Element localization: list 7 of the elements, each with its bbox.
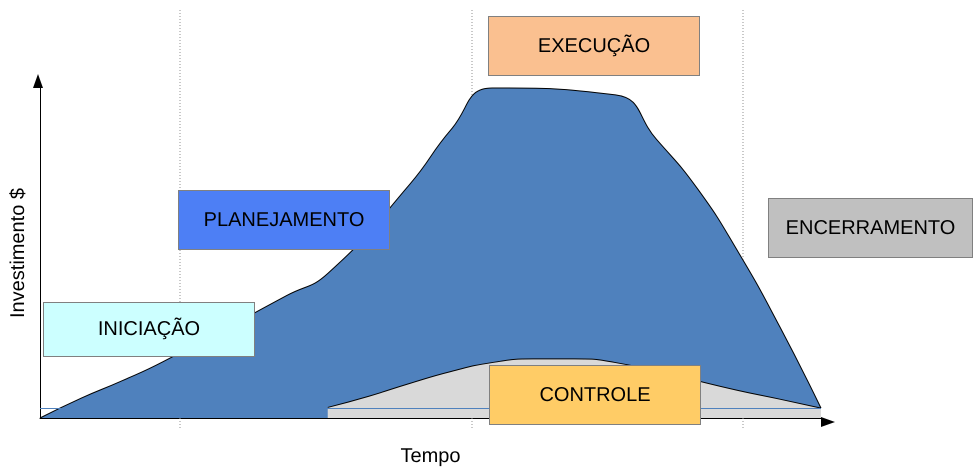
- label-box: EXECUÇÃO: [488, 16, 700, 76]
- label-box: CONTROLE: [489, 365, 701, 425]
- y-axis-title: Investimento $: [7, 188, 29, 318]
- x-axis-title: Tempo: [400, 445, 461, 467]
- label-box: PLANEJAMENTO: [178, 190, 390, 250]
- label-box: ENCERRAMENTO: [768, 198, 973, 258]
- label-box: INICIAÇÃO: [43, 302, 255, 357]
